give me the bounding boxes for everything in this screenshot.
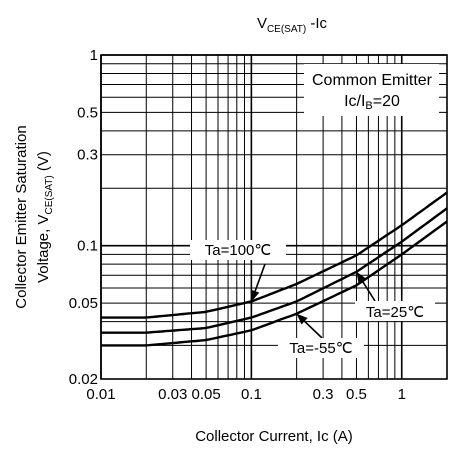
chart-title: VCE(SAT) -Ic [257,15,328,35]
annotation-label-bg-1 [355,301,435,321]
condition-box: Common Emitter Ic/IB=20 [304,64,439,116]
annotation-arrow-2-head [296,313,308,325]
series-line-1 [101,207,448,334]
y-axis-label-line1: Collector Emitter Saturation [13,125,30,308]
annotations: Ta=100℃ Ta=25℃ Ta=-55℃ [190,240,435,358]
y-tick-label: 0.05 [69,295,98,312]
annotation-label-bg-0 [190,240,286,260]
y-tick-label: 0.3 [77,147,98,164]
y-tick-label: 1 [90,47,98,64]
x-tick-label: 0.01 [86,386,115,403]
x-axis-label: Collector Current, Ic (A) [195,428,353,445]
y-tick-labels: 0.02 0.05 0.1 0.3 0.5 1 [69,47,98,388]
series-line-2 [101,220,448,347]
condition-box-bg [304,64,439,116]
annotation-label-1: Ta=25℃ [366,304,424,321]
y-axis-label-line2: Voltage, VCE(SAT) (V) [35,151,55,283]
x-tick-labels: 0.01 0.03 0.05 0.1 0.3 0.5 1 [86,386,406,403]
x-tick-label: 0.3 [313,386,334,403]
annotation-label-bg-2 [278,338,364,358]
y-tick-label: 0.1 [77,238,98,255]
annotation-arrow-1-head [356,271,367,284]
condition-line1: Common Emitter [312,72,433,89]
plot-frame [100,54,448,380]
y-tick-label: 0.02 [69,371,98,388]
annotation-arrow-0-head [250,289,260,302]
x-tick-label: 1 [398,386,406,403]
x-tick-label: 0.1 [241,386,262,403]
series-lines [101,191,448,347]
annotation-label-2: Ta=-55℃ [289,340,352,357]
x-tick-label: 0.5 [346,386,367,403]
y-tick-label: 0.5 [77,104,98,121]
series-line-0 [101,191,448,319]
condition-line2: Ic/IB=20 [344,93,400,112]
annotation-label-0: Ta=100℃ [205,242,271,259]
x-tick-label: 0.03 [158,386,187,403]
x-tick-label: 0.05 [192,386,221,403]
